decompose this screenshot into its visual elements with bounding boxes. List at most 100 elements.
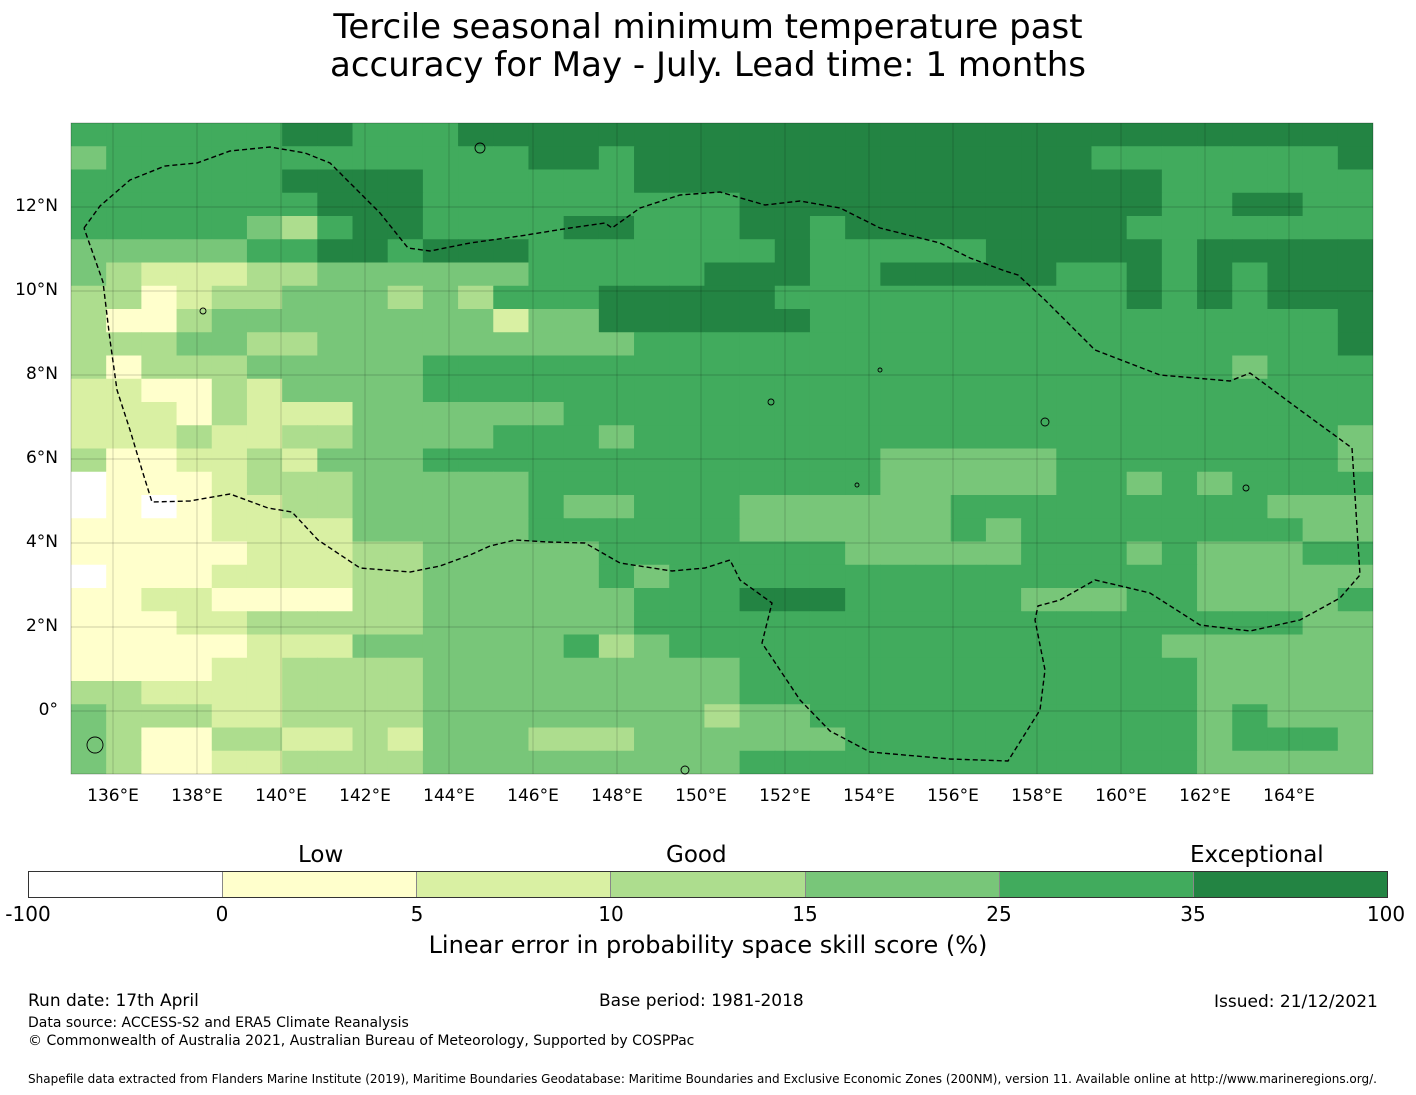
grid-cell bbox=[528, 564, 565, 589]
grid-cell bbox=[1056, 541, 1093, 566]
grid-cell bbox=[1161, 588, 1198, 612]
grid-cell bbox=[1232, 611, 1269, 636]
grid-cell bbox=[493, 634, 530, 659]
grid-cell bbox=[669, 402, 706, 426]
grid-cell bbox=[1126, 448, 1163, 473]
grid-cell bbox=[1021, 704, 1057, 729]
grid-cell bbox=[106, 681, 142, 705]
grid-cell bbox=[774, 262, 811, 287]
grid-cell bbox=[1161, 239, 1198, 264]
grid-cell bbox=[845, 123, 881, 147]
grid-cell bbox=[528, 216, 565, 240]
grid-cell bbox=[458, 355, 494, 380]
grid-cell bbox=[1091, 657, 1128, 682]
grid-cell bbox=[809, 634, 846, 659]
grid-cell bbox=[774, 239, 811, 264]
grid-cell bbox=[845, 727, 881, 752]
grid-cell bbox=[1126, 471, 1163, 496]
grid-cell bbox=[317, 402, 354, 426]
grid-cell bbox=[387, 471, 424, 496]
grid-cell bbox=[809, 355, 846, 380]
grid-cell bbox=[141, 704, 178, 729]
grid-cell bbox=[141, 657, 178, 682]
grid-cell bbox=[528, 448, 565, 473]
eez-boundary-line bbox=[83, 146, 1361, 762]
grid-cell bbox=[1197, 588, 1233, 612]
grid-cell bbox=[1056, 564, 1093, 589]
grid-cell bbox=[1302, 169, 1339, 194]
grid-cell bbox=[809, 402, 846, 426]
grid-cell bbox=[106, 750, 142, 774]
grid-cell bbox=[71, 564, 107, 589]
grid-cell bbox=[1337, 262, 1373, 287]
grid-cell bbox=[704, 192, 741, 217]
grid-cell bbox=[563, 471, 600, 496]
grid-cell bbox=[880, 541, 917, 566]
grid-cell bbox=[458, 239, 494, 264]
grid-cell bbox=[809, 448, 846, 473]
grid-cell bbox=[246, 541, 283, 566]
grid-cell bbox=[422, 425, 459, 450]
lon-label-138e: 138°E bbox=[171, 786, 223, 806]
grid-cell bbox=[458, 588, 494, 612]
grid-cell bbox=[1021, 727, 1057, 752]
grid-cell bbox=[458, 471, 494, 496]
grid-cell bbox=[1056, 262, 1093, 287]
grid-cell bbox=[352, 425, 389, 450]
grid-cell bbox=[739, 123, 776, 147]
grid-cell bbox=[598, 727, 635, 752]
grid-cell bbox=[634, 564, 670, 589]
grid-cell bbox=[352, 681, 389, 705]
grid-cell bbox=[493, 378, 530, 403]
grid-cell bbox=[176, 146, 213, 171]
grid-cell bbox=[1337, 332, 1373, 357]
grid-cell bbox=[1267, 425, 1304, 450]
island-outline bbox=[767, 398, 775, 406]
grid-cell bbox=[317, 588, 354, 612]
grid-cell bbox=[282, 262, 318, 287]
grid-cell bbox=[493, 216, 530, 240]
grid-cell bbox=[669, 169, 706, 194]
grid-cell bbox=[1056, 192, 1093, 217]
lat-label-12n: 12°N bbox=[15, 196, 58, 216]
grid-cell bbox=[317, 564, 354, 589]
grid-cell bbox=[141, 262, 178, 287]
grid-cell bbox=[246, 169, 283, 194]
grid-cell bbox=[176, 332, 213, 357]
grid-cell bbox=[352, 402, 389, 426]
grid-cell bbox=[1056, 518, 1093, 543]
grid-cell bbox=[458, 309, 494, 333]
grid-cell bbox=[774, 285, 811, 310]
island-outline bbox=[1242, 484, 1250, 492]
grid-cell bbox=[282, 681, 318, 705]
grid-cell bbox=[739, 332, 776, 357]
lon-label-158e: 158°E bbox=[1011, 786, 1063, 806]
grid-cell bbox=[282, 169, 318, 194]
grid-cell bbox=[1161, 285, 1198, 310]
grid-cell bbox=[176, 471, 213, 496]
grid-cell bbox=[950, 704, 987, 729]
grid-cell bbox=[739, 750, 776, 774]
grid-cell bbox=[1337, 657, 1373, 682]
grid-cell bbox=[1161, 355, 1198, 380]
grid-cell bbox=[1126, 239, 1163, 264]
grid-cell bbox=[106, 727, 142, 752]
grid-cell bbox=[106, 355, 142, 380]
grid-cell bbox=[71, 309, 107, 333]
colorbar-tick: 35 bbox=[1180, 902, 1206, 926]
grid-cell bbox=[1267, 332, 1304, 357]
grid-cell bbox=[1056, 448, 1093, 473]
grid-cell bbox=[106, 239, 142, 264]
grid-cell bbox=[809, 285, 846, 310]
grid-cell bbox=[1197, 169, 1233, 194]
grid-cell bbox=[598, 518, 635, 543]
grid-cell bbox=[985, 169, 1022, 194]
grid-cell bbox=[634, 495, 670, 519]
grid-cell bbox=[598, 541, 635, 566]
grid-cell bbox=[669, 471, 706, 496]
grid-cell bbox=[563, 518, 600, 543]
grid-cell bbox=[704, 727, 741, 752]
grid-cell bbox=[1232, 448, 1269, 473]
grid-cell bbox=[1337, 727, 1373, 752]
grid-cell bbox=[1267, 262, 1304, 287]
